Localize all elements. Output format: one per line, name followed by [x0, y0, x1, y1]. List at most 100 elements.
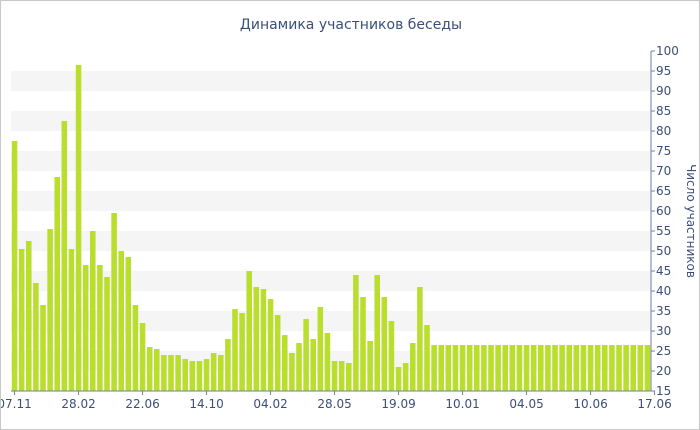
y-tick-label: 45 — [656, 264, 671, 278]
bar — [111, 213, 117, 391]
y-tick-label: 25 — [656, 344, 671, 358]
y-tick-label: 65 — [656, 184, 671, 198]
bar — [623, 345, 629, 391]
bar — [68, 249, 75, 391]
bar — [538, 345, 544, 391]
chart-title: Динамика участников беседы — [240, 17, 462, 33]
bar — [346, 363, 352, 391]
bar — [388, 321, 395, 391]
x-tick-label: 04.05 — [509, 397, 543, 411]
bar — [381, 297, 388, 391]
y-tick-label: 50 — [656, 244, 671, 258]
grid-band — [11, 271, 651, 291]
bar — [289, 353, 295, 391]
y-tick-label: 15 — [656, 384, 671, 398]
bar — [296, 343, 302, 391]
bar — [552, 345, 558, 391]
bar — [267, 299, 274, 391]
bar — [317, 307, 324, 391]
y-tick-label: 80 — [656, 124, 671, 138]
bar — [488, 345, 494, 391]
bar — [239, 313, 245, 391]
bar — [310, 339, 316, 391]
grid-bands — [11, 71, 651, 371]
bar — [474, 345, 480, 391]
bar — [132, 305, 139, 391]
bar — [452, 345, 459, 391]
y-tick-label: 85 — [656, 104, 671, 118]
bar — [417, 287, 423, 391]
bar — [481, 345, 487, 391]
y-tick-label: 20 — [656, 364, 671, 378]
bar — [253, 287, 260, 391]
bar — [523, 345, 530, 391]
bar — [61, 121, 68, 391]
bar — [545, 345, 551, 391]
grid-band — [11, 231, 651, 251]
bar — [644, 345, 651, 391]
bar — [196, 361, 203, 391]
bar — [54, 177, 60, 391]
bar — [338, 361, 345, 391]
bar — [182, 359, 188, 391]
x-tick-label: 22.06 — [125, 397, 159, 411]
bar — [175, 355, 181, 391]
bar — [367, 341, 373, 391]
bar — [445, 345, 452, 391]
grid-band — [11, 311, 651, 331]
bar — [104, 277, 110, 391]
bar — [587, 345, 594, 391]
x-tick-label: 10.06 — [573, 397, 607, 411]
bar — [324, 333, 331, 391]
grid-band — [11, 111, 651, 131]
bar — [33, 283, 39, 391]
bar — [360, 297, 366, 391]
y-tick-label: 35 — [656, 304, 671, 318]
bar — [559, 345, 565, 391]
bar — [210, 353, 217, 391]
bar — [274, 315, 281, 391]
bar — [424, 325, 430, 391]
bar — [616, 345, 622, 391]
bar — [630, 345, 636, 391]
bar — [502, 345, 508, 391]
bar — [232, 309, 238, 391]
bar — [82, 265, 89, 391]
x-tick-label: 07.11 — [1, 397, 32, 411]
y-tick-label: 30 — [656, 324, 671, 338]
bar — [331, 361, 338, 391]
bar — [26, 241, 32, 391]
x-axis-ticks: 07.11 28.02 22.06 14.10 04.02 28.05 19.09 10.01… — [1, 391, 672, 411]
bar — [431, 345, 437, 391]
bar — [609, 345, 615, 391]
bar — [18, 249, 25, 391]
bar — [11, 141, 18, 391]
bar — [353, 275, 359, 391]
bar — [154, 349, 160, 391]
y-tick-label: 60 — [656, 204, 671, 218]
bar — [161, 355, 167, 391]
y-tick-label: 95 — [656, 64, 671, 78]
bar — [566, 345, 572, 391]
bar — [594, 345, 601, 391]
bar — [402, 363, 409, 391]
bar — [509, 345, 516, 391]
bar — [580, 345, 587, 391]
bar — [40, 305, 46, 391]
bar — [282, 335, 288, 391]
y-tick-label: 70 — [656, 164, 671, 178]
x-tick-label: 17.06 — [637, 397, 671, 411]
bar — [246, 271, 252, 391]
bar — [168, 355, 174, 391]
bar — [218, 355, 224, 391]
bar — [203, 359, 210, 391]
bar — [260, 289, 267, 391]
x-tick-label: 28.05 — [317, 397, 351, 411]
y-tick-label: 55 — [656, 224, 671, 238]
bar — [189, 361, 196, 391]
bar — [118, 251, 124, 391]
grid-band — [11, 191, 651, 211]
y-tick-label: 90 — [656, 84, 671, 98]
